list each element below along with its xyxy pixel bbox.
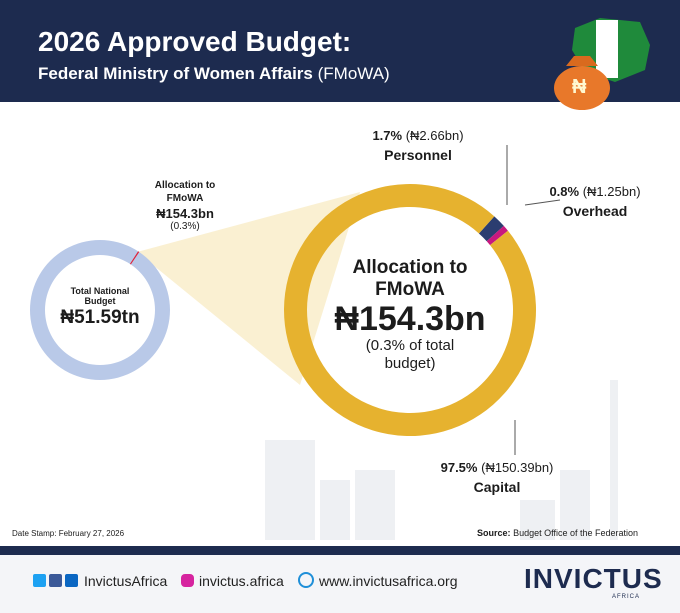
money-bag-top — [566, 56, 598, 66]
segment-amount: (₦2.66bn) — [405, 128, 464, 143]
center-title: Total National Budget — [70, 286, 130, 306]
facebook-icon[interactable] — [49, 574, 62, 587]
linkedin-icon[interactable] — [65, 574, 78, 587]
segment-share: 1.7% — [372, 128, 403, 143]
segment-name: Capital — [473, 479, 521, 495]
title: 2026 Approved Budget: — [38, 26, 352, 57]
footer-bar — [0, 546, 680, 555]
segment-label: 0.8% (₦1.25bn) — [515, 184, 675, 199]
segment-share: 0.8% — [549, 184, 580, 199]
donut-segment — [486, 225, 508, 246]
center-value: ₦154.3bn — [334, 300, 486, 338]
segment-amount: (₦150.39bn) — [481, 460, 554, 475]
segment-label: 1.7% (₦2.66bn) — [338, 128, 498, 143]
website[interactable]: www.invictusafrica.org — [319, 573, 458, 589]
twitter-icon[interactable] — [33, 574, 46, 587]
segment-name: Personnel — [384, 147, 452, 163]
subtitle: Federal Ministry of Women Affairs (FMoWA… — [38, 64, 390, 84]
skyline — [265, 380, 618, 540]
bag-symbol: ₦ — [572, 76, 587, 98]
social-handle[interactable]: InvictusAfrica — [84, 573, 168, 589]
center-title: Allocation to FMoWA — [352, 257, 468, 300]
segment-amount: (₦1.25bn) — [582, 184, 641, 199]
slice-label: Allocation to FMoWA — [154, 180, 216, 204]
instagram-icon[interactable] — [181, 574, 194, 587]
date-stamp: Date Stamp: February 27, 2026 — [12, 529, 125, 538]
instagram-handle[interactable]: invictus.africa — [199, 573, 284, 589]
map-white — [596, 20, 618, 78]
donut-segment — [129, 251, 140, 265]
subtitle-text: Federal Ministry of Women Affairs — [38, 64, 313, 83]
segment-name: Overhead — [562, 203, 628, 219]
source-label: Source: — [477, 528, 511, 538]
subtitle-abbr: (FMoWA) — [317, 64, 390, 83]
money-bag — [554, 66, 610, 110]
slice-share: (0.3%) — [170, 221, 200, 232]
center-value: ₦51.59tn — [60, 307, 140, 328]
donut-segment — [478, 216, 504, 242]
source-text: Budget Office of the Federation — [513, 528, 638, 538]
segment-label: 97.5% (₦150.39bn) — [417, 460, 577, 475]
center-note: (0.3% of total budget) — [365, 337, 455, 372]
slice-amount: ₦154.3bn — [156, 206, 214, 221]
source: Source: Budget Office of the Federation — [477, 528, 638, 538]
logo: INVICTUS — [524, 563, 663, 594]
segment-share: 97.5% — [440, 460, 478, 475]
logo-sub: AFRICA — [612, 594, 641, 600]
globe-icon — [298, 572, 314, 588]
leader-line — [524, 199, 561, 206]
footer-band — [0, 555, 680, 613]
